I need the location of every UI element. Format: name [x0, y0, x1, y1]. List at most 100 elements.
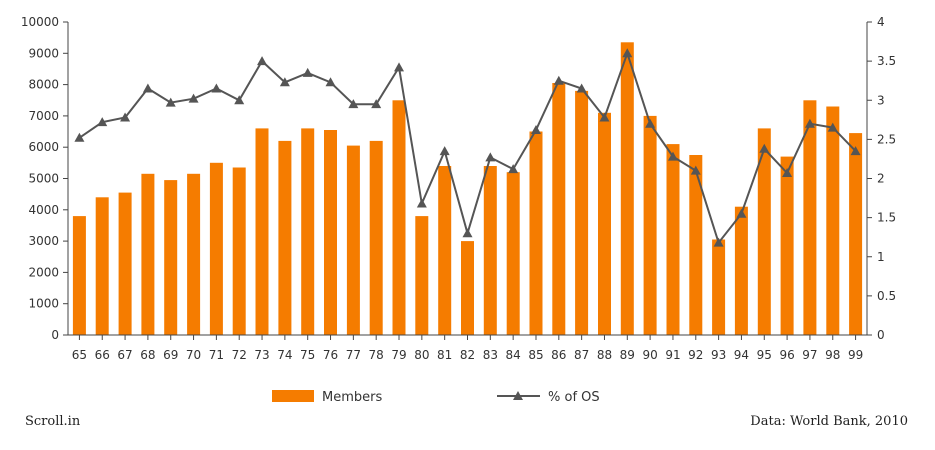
x-tick-label: 89 — [620, 348, 635, 362]
members-bar — [346, 145, 360, 335]
x-tick-label: 91 — [665, 348, 680, 362]
x-tick-label: 73 — [254, 348, 269, 362]
x-tick-label: 84 — [506, 348, 521, 362]
x-tick-label: 75 — [300, 348, 315, 362]
members-bar — [506, 172, 520, 335]
members-bar — [301, 128, 315, 335]
members-bar — [324, 130, 337, 335]
members-bar — [118, 192, 132, 335]
members-bar — [95, 197, 109, 335]
x-tick-label: 70 — [186, 348, 201, 362]
members-bar — [164, 180, 178, 335]
left-tick-label: 4000 — [28, 203, 59, 217]
percent-os-point — [302, 67, 313, 77]
members-bar — [255, 128, 269, 335]
x-tick-label: 67 — [117, 348, 132, 362]
members-bar — [278, 140, 292, 335]
members-bar — [187, 173, 201, 335]
left-tick-label: 5000 — [28, 172, 59, 186]
right-tick-label: 4 — [877, 15, 885, 29]
right-tick-label: 2 — [877, 172, 885, 186]
percent-os-point — [394, 62, 405, 72]
members-bar — [734, 206, 748, 335]
x-tick-label: 81 — [437, 348, 452, 362]
x-tick-label: 92 — [688, 348, 703, 362]
x-tick-label: 99 — [848, 348, 863, 362]
percent-os-point — [508, 164, 519, 174]
percent-os-point — [416, 198, 427, 208]
right-tick-label: 0.5 — [877, 289, 896, 303]
x-tick-label: 88 — [597, 348, 612, 362]
percent-os-point — [850, 146, 861, 156]
x-tick-label: 74 — [277, 348, 292, 362]
x-tick-label: 65 — [72, 348, 87, 362]
percent-os-point — [188, 93, 199, 103]
percent-os-point — [804, 118, 815, 128]
x-tick-label: 80 — [414, 348, 429, 362]
percent-os-point — [211, 83, 222, 93]
members-bar — [712, 239, 726, 335]
members-bar — [643, 115, 657, 336]
percent-os-point — [622, 48, 633, 58]
members-bar — [757, 128, 771, 335]
members-bar — [849, 133, 863, 335]
members-bars — [72, 42, 863, 336]
members-bar — [232, 167, 246, 335]
members-bar — [209, 162, 223, 335]
percent-os-point — [462, 228, 473, 238]
x-tick-label: 79 — [391, 348, 406, 362]
percent-os-point — [485, 152, 496, 162]
percent-os-point — [530, 124, 541, 134]
percent-os-point — [97, 117, 108, 127]
left-tick-label: 6000 — [28, 140, 59, 154]
members-bar — [461, 241, 474, 335]
percent-os-point — [553, 75, 564, 85]
x-tick-label: 72 — [232, 348, 247, 362]
left-tick-label: 7000 — [28, 109, 59, 123]
members-bar — [620, 42, 634, 336]
x-tick-label: 85 — [528, 348, 543, 362]
percent-os-point — [667, 151, 678, 161]
x-tick-label: 77 — [346, 348, 361, 362]
percent-os-point — [690, 165, 701, 175]
members-bar — [575, 90, 589, 336]
percent-os-point — [759, 143, 770, 153]
data-source-label: Data: World Bank, 2010 — [750, 414, 908, 429]
x-tick-label: 86 — [551, 348, 566, 362]
percent-os-point — [782, 168, 793, 178]
x-tick-label: 96 — [779, 348, 794, 362]
percent-os-point — [439, 146, 450, 156]
percent-os-point — [371, 99, 382, 109]
x-tick-label: 90 — [642, 348, 657, 362]
x-tick-label: 95 — [757, 348, 772, 362]
percent-os-point — [713, 237, 724, 247]
brand-label: Scroll.in — [25, 414, 81, 429]
members-bar — [826, 106, 840, 335]
members-bar — [552, 83, 566, 335]
right-tick-label: 1 — [877, 250, 885, 264]
members-bar — [803, 100, 817, 336]
x-tick-label: 69 — [163, 348, 178, 362]
left-tick-label: 2000 — [28, 265, 59, 279]
right-tick-label: 3 — [877, 93, 885, 107]
legend-marker-percent-os — [513, 391, 523, 400]
x-tick-label: 76 — [323, 348, 338, 362]
legend: Members % of OS — [272, 390, 600, 405]
percent-os-point — [257, 56, 268, 66]
members-bar — [780, 156, 794, 335]
members-bar — [141, 173, 155, 335]
x-tick-label: 82 — [460, 348, 475, 362]
percent-os-point — [736, 208, 747, 218]
percent-os-point — [165, 97, 176, 107]
x-tick-label: 68 — [140, 348, 155, 362]
right-tick-label: 0 — [877, 328, 885, 342]
members-bar — [689, 155, 703, 335]
members-bar — [369, 140, 383, 335]
percent-os-point — [142, 83, 153, 93]
percent-os-point — [234, 95, 245, 105]
members-bar — [483, 166, 497, 335]
x-tick-label: 98 — [825, 348, 840, 362]
members-bar — [529, 131, 543, 335]
left-tick-label: 9000 — [28, 46, 59, 60]
